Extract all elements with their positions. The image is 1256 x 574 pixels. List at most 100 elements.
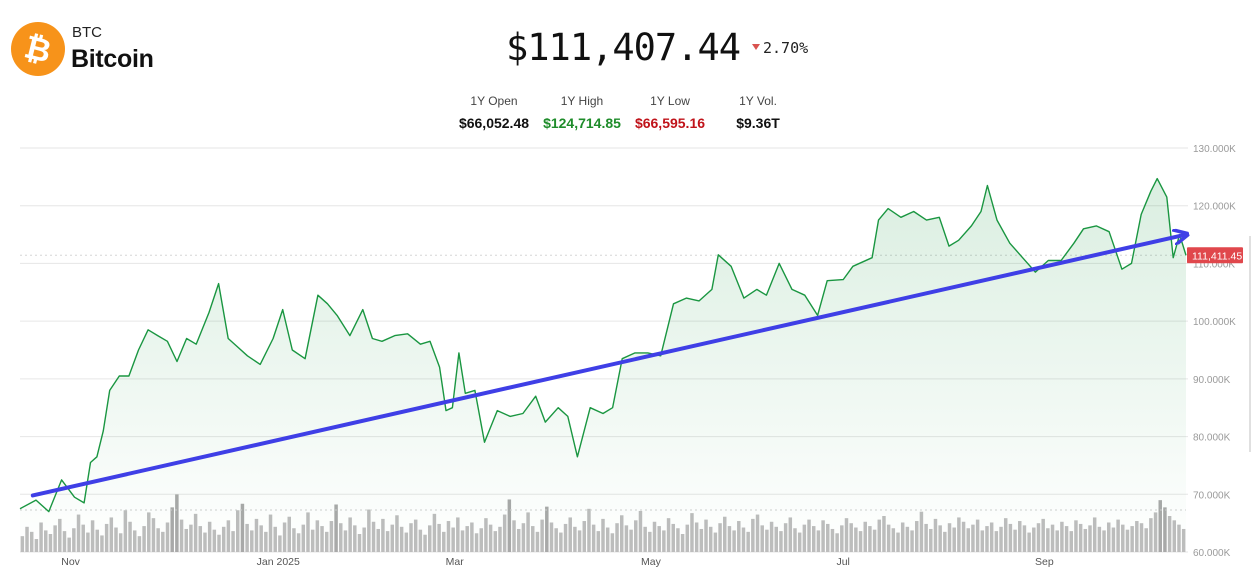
price-point: [851, 264, 855, 268]
price-point: [73, 495, 77, 499]
x-tick-label: Mar: [446, 556, 465, 568]
price-point: [271, 337, 275, 341]
price-point: [457, 351, 461, 355]
price-point: [742, 296, 746, 300]
price-point: [380, 339, 384, 343]
price-point: [175, 360, 179, 364]
price-point: [1171, 256, 1175, 260]
last-price-tag: [1187, 247, 1243, 264]
y-tick-label: 90.000K: [1193, 375, 1231, 386]
y-tick-label: 70.000K: [1193, 490, 1231, 501]
price-point: [428, 339, 432, 343]
price-point: [217, 282, 221, 286]
price-point: [899, 215, 903, 219]
price-point: [1155, 177, 1159, 181]
price-area: [20, 178, 1186, 552]
y-tick-label: 120.000K: [1193, 202, 1236, 213]
x-tick-label: May: [641, 556, 662, 568]
price-point: [575, 455, 579, 459]
stat-1y-low: 1Y Low $66,595.16: [615, 94, 725, 131]
stat-value: $124,714.85: [543, 115, 621, 131]
price-point: [803, 293, 807, 297]
price-point: [995, 218, 999, 222]
bitcoin-icon: ₿: [20, 27, 56, 71]
price-point: [684, 296, 688, 300]
trend-arrow: [30, 235, 1186, 498]
price-point: [925, 218, 929, 222]
x-tick-label: Nov: [61, 556, 80, 568]
price-point: [957, 238, 961, 242]
price-point: [361, 308, 365, 312]
price-point: [1094, 224, 1098, 228]
price-point: [245, 354, 249, 358]
price-point: [755, 287, 759, 291]
price-point: [886, 207, 890, 211]
stat-label: 1Y Vol.: [739, 94, 777, 108]
x-axis-labels: Nov Jan 2025 Mar May Jul Sep: [61, 556, 1054, 568]
stat-label: 1Y Open: [470, 94, 518, 108]
price-point: [1120, 267, 1124, 271]
price-point: [969, 224, 973, 228]
price-area-fill: [20, 178, 1186, 552]
price-point: [348, 334, 352, 338]
price-point: [463, 391, 467, 395]
price-point: [393, 334, 397, 338]
y-tick-label: 130.000K: [1193, 144, 1236, 155]
price-point: [1008, 241, 1012, 245]
stat-value: $66,595.16: [634, 115, 706, 131]
price-point: [47, 510, 51, 514]
price-point: [508, 414, 512, 418]
price-point: [912, 210, 916, 214]
y-tick-label: 110.000K: [1193, 259, 1235, 270]
current-price: $111,407.44: [506, 26, 741, 69]
down-arrow-icon: [752, 44, 760, 50]
price-point: [290, 348, 294, 352]
price-point: [370, 337, 374, 341]
price-point: [438, 365, 442, 369]
price-point: [601, 412, 605, 416]
stat-value: $66,052.48: [458, 115, 530, 131]
price-point: [1139, 212, 1143, 216]
price-point: [18, 507, 22, 511]
stat-label: 1Y Low: [650, 94, 690, 108]
price-point: [1072, 241, 1076, 245]
x-tick-label: Sep: [1035, 556, 1054, 568]
price-point: [316, 293, 320, 297]
price-point: [60, 478, 64, 482]
y-tick-label: 60.000K: [1193, 548, 1231, 559]
price-point: [406, 332, 410, 336]
price-point: [95, 455, 99, 459]
asset-name: Bitcoin: [71, 45, 154, 73]
price-point: [335, 313, 339, 317]
price-point: [588, 406, 592, 410]
x-tick-label: Jan 2025: [257, 556, 300, 568]
price-point: [870, 256, 874, 260]
price-point: [326, 302, 330, 306]
stat-1y-high: 1Y High $124,714.85: [527, 94, 637, 131]
price-point: [495, 409, 499, 413]
price-point: [556, 406, 560, 410]
price-point: [156, 334, 160, 338]
stat-value: $9.36T: [736, 115, 780, 131]
price-point: [611, 406, 615, 410]
price-point: [1107, 230, 1111, 234]
price-point: [207, 311, 211, 315]
price-chart[interactable]: 130.000K 120.000K 110.000K 100.000K 90.000K 8…: [0, 140, 1256, 574]
asset-ticker: BTC: [72, 24, 102, 41]
price-point: [165, 339, 169, 343]
price-point: [101, 429, 105, 433]
price-point: [534, 394, 538, 398]
price-point: [1021, 256, 1025, 260]
price-point: [985, 184, 989, 188]
price-point: [521, 412, 525, 416]
price-point: [543, 420, 547, 424]
price-point: [877, 218, 881, 222]
price-point: [672, 302, 676, 306]
price-point: [418, 342, 422, 346]
price-point: [444, 409, 448, 413]
price-point: [236, 345, 240, 349]
price-point: [1165, 195, 1169, 199]
price-point: [34, 498, 38, 502]
price-point: [1046, 259, 1050, 263]
price-point: [303, 357, 307, 361]
